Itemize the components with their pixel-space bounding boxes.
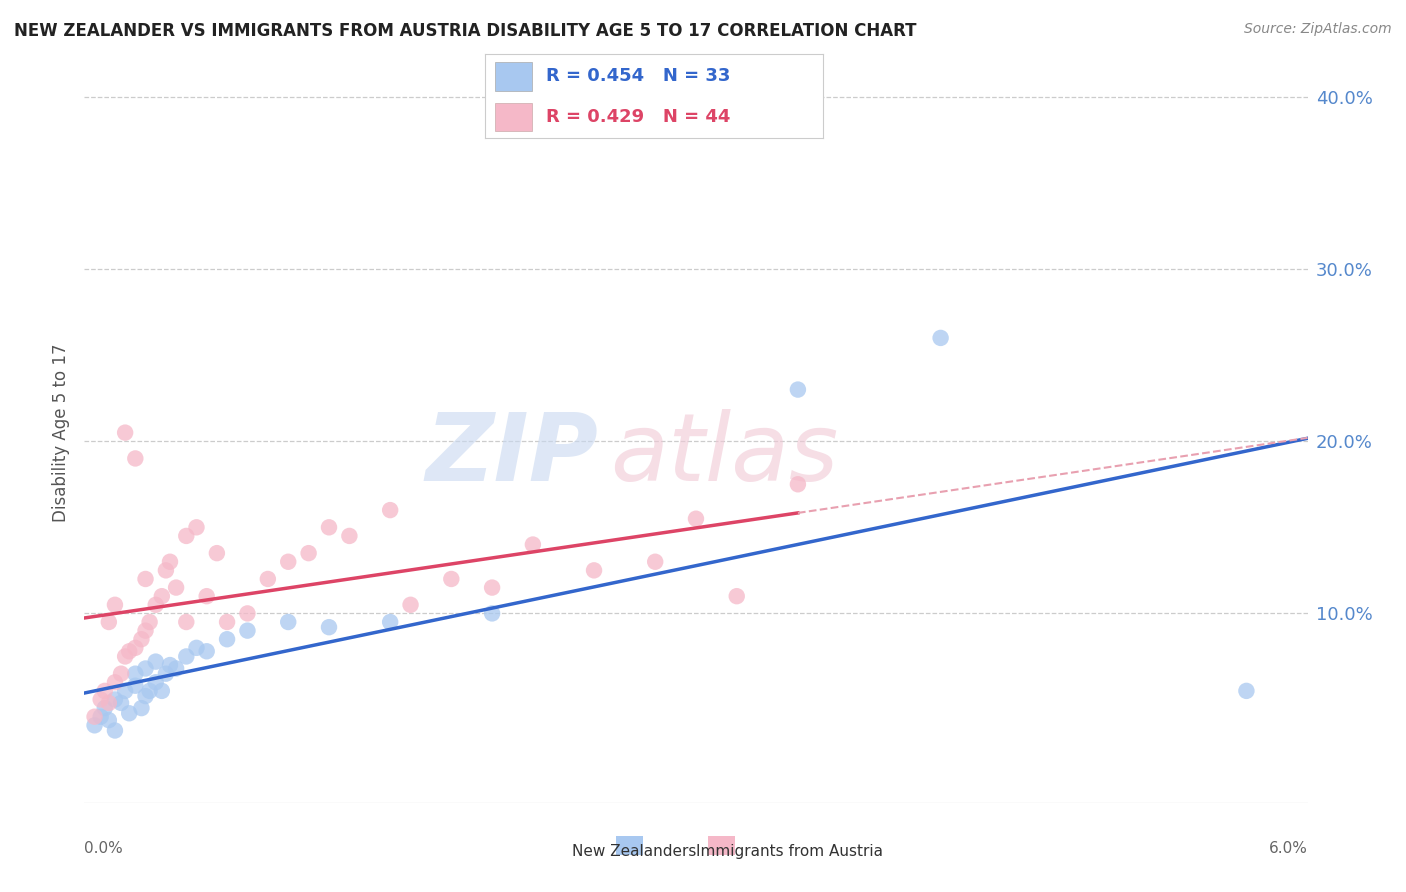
Point [399,598,422,612]
Point [174,649,197,664]
Point [257,572,280,586]
Point [481,581,503,595]
FancyBboxPatch shape [495,62,533,91]
Point [97,713,120,727]
Point [195,644,218,658]
Text: NEW ZEALANDER VS IMMIGRANTS FROM AUSTRIA DISABILITY AGE 5 TO 17 CORRELATION CHAR: NEW ZEALANDER VS IMMIGRANTS FROM AUSTRIA… [14,22,917,40]
Point [93,701,115,715]
Point [114,649,136,664]
Point [339,529,361,543]
Point [787,477,810,491]
Point [165,581,187,595]
Point [174,529,197,543]
Point [318,520,340,534]
Point [277,555,299,569]
Point [380,503,402,517]
Point [186,640,208,655]
Text: ZIP: ZIP [425,409,598,500]
Point [110,666,132,681]
Point [159,658,181,673]
Point [93,684,115,698]
Point [155,666,177,681]
Point [135,689,157,703]
Point [440,572,463,586]
Point [186,520,208,534]
Point [90,692,112,706]
Point [90,709,112,723]
Point [97,615,120,629]
Text: New Zealanders: New Zealanders [572,844,696,858]
Point [155,563,177,577]
Point [150,589,173,603]
Point [195,589,218,603]
Point [104,723,127,738]
FancyBboxPatch shape [709,836,735,855]
Point [685,512,707,526]
Point [138,615,160,629]
Text: Source: ZipAtlas.com: Source: ZipAtlas.com [1244,22,1392,37]
Point [644,555,666,569]
Text: 0.0%: 0.0% [84,840,124,855]
Point [124,679,146,693]
Point [929,331,952,345]
Point [135,572,157,586]
Point [138,684,160,698]
Point [159,555,181,569]
Point [380,615,402,629]
Point [83,709,105,723]
Text: Immigrants from Austria: Immigrants from Austria [696,844,883,858]
Point [104,692,127,706]
Point [298,546,321,560]
Point [217,615,239,629]
Point [131,701,153,715]
Point [145,675,167,690]
Point [135,624,157,638]
Point [318,620,340,634]
Point [83,718,105,732]
Point [174,615,197,629]
Point [131,632,153,647]
Point [145,598,167,612]
Text: R = 0.454   N = 33: R = 0.454 N = 33 [546,68,730,86]
FancyBboxPatch shape [495,103,533,131]
Point [277,615,299,629]
Point [236,607,259,621]
Text: R = 0.429   N = 44: R = 0.429 N = 44 [546,108,730,126]
Point [110,696,132,710]
Point [124,666,146,681]
Point [118,644,141,658]
Y-axis label: Disability Age 5 to 17: Disability Age 5 to 17 [52,343,70,522]
Text: 6.0%: 6.0% [1268,840,1308,855]
Point [135,661,157,675]
Point [150,684,173,698]
FancyBboxPatch shape [616,836,644,855]
Point [97,696,120,710]
Point [114,425,136,440]
Text: atlas: atlas [610,409,838,500]
Point [145,655,167,669]
Point [124,640,146,655]
Point [1236,684,1258,698]
Point [217,632,239,647]
Point [787,383,810,397]
Point [236,624,259,638]
Point [481,607,503,621]
Point [725,589,748,603]
Point [583,563,606,577]
Point [118,706,141,721]
Point [205,546,228,560]
Point [165,661,187,675]
Point [114,684,136,698]
Point [522,537,544,551]
Point [104,598,127,612]
Point [104,675,127,690]
Point [124,451,146,466]
